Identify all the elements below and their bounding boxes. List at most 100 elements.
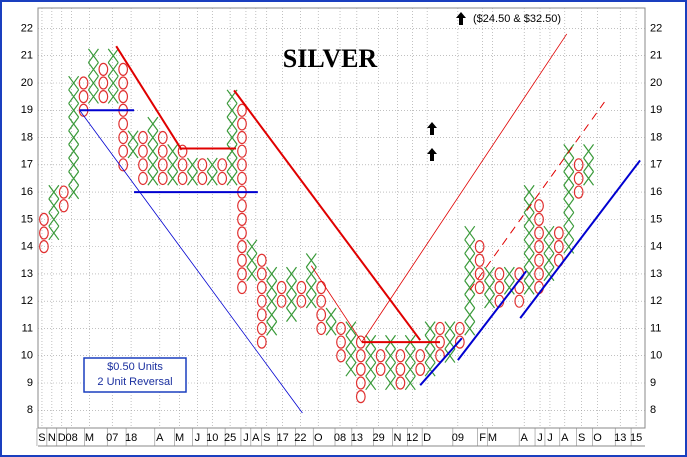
- x-box: [523, 184, 535, 200]
- x-box: [543, 253, 555, 268]
- x-box: [127, 144, 139, 159]
- x-tick-label: O: [314, 432, 323, 444]
- x-box: [68, 184, 80, 200]
- o-box: [157, 171, 168, 186]
- y-tick-label-right: 20: [650, 77, 662, 89]
- x-box: [147, 171, 159, 186]
- o-box: [355, 362, 366, 376]
- pf-column: [58, 185, 69, 213]
- x-box: [464, 307, 476, 322]
- pf-column: [266, 266, 278, 336]
- y-tick-label-right: 14: [650, 241, 662, 253]
- pf-column: [138, 130, 148, 186]
- o-box: [98, 90, 109, 104]
- x-box: [305, 266, 317, 282]
- annotation: ($24.50 & $32.50): [473, 13, 561, 25]
- y-tick-label: 18: [21, 131, 33, 143]
- y-tick-label-right: 21: [650, 50, 662, 62]
- y-tick-label: 10: [21, 350, 33, 362]
- x-tick-label: A: [561, 432, 569, 444]
- y-tick-label: 15: [21, 213, 33, 225]
- y-tick-label-right: 11: [650, 322, 661, 334]
- x-box: [186, 171, 198, 186]
- o-box: [118, 144, 129, 158]
- x-box: [464, 225, 476, 241]
- x-tick-label: 09: [452, 432, 464, 444]
- o-box: [553, 240, 564, 254]
- x-tick-label: 18: [125, 432, 137, 444]
- x-box: [345, 321, 357, 336]
- y-tick-label: 9: [27, 377, 33, 389]
- x-box: [87, 48, 99, 63]
- o-box: [534, 253, 544, 267]
- pf-column: [68, 75, 80, 200]
- x-box: [464, 280, 476, 295]
- x-box: [523, 198, 535, 213]
- x-tick-label: N: [393, 432, 401, 444]
- x-box: [246, 253, 258, 268]
- x-box: [48, 212, 60, 227]
- y-tick-label: 8: [27, 404, 33, 416]
- x-box: [444, 348, 456, 363]
- pf-column: [157, 130, 168, 186]
- x-box: [563, 198, 575, 213]
- arrow-icon: [456, 12, 466, 25]
- x-box: [365, 348, 377, 363]
- x-box: [325, 321, 337, 336]
- pf-column: [107, 48, 119, 104]
- o-box: [296, 294, 307, 308]
- x-box: [503, 280, 515, 295]
- trend-line: [469, 101, 605, 291]
- x-box: [345, 334, 357, 350]
- x-box: [147, 157, 159, 172]
- x-tick-label: S: [578, 432, 585, 444]
- trend-line: [233, 89, 422, 341]
- o-box: [138, 158, 148, 172]
- o-box: [118, 117, 129, 131]
- x-box: [48, 198, 60, 213]
- o-box: [454, 335, 465, 349]
- y-tick-label-right: 18: [650, 131, 662, 143]
- x-box: [226, 103, 238, 118]
- o-box: [177, 171, 188, 186]
- x-tick-label: 12: [406, 432, 418, 444]
- pf-column: [286, 266, 297, 322]
- o-box: [494, 280, 505, 295]
- x-tick-label: 10: [206, 432, 218, 444]
- x-box: [444, 321, 456, 336]
- o-box: [454, 321, 465, 336]
- y-tick-label-right: 17: [650, 159, 662, 171]
- x-box: [543, 239, 555, 254]
- x-box: [286, 266, 297, 282]
- x-box: [226, 171, 238, 186]
- trend-line: [115, 45, 183, 151]
- x-box: [484, 280, 496, 295]
- o-box: [435, 321, 445, 336]
- pf-column: [415, 349, 426, 376]
- o-box: [197, 171, 208, 186]
- x-box: [107, 75, 119, 91]
- x-box: [365, 362, 377, 377]
- x-box: [68, 116, 80, 132]
- o-box: [138, 144, 148, 158]
- o-box: [573, 171, 584, 186]
- pf-column: [325, 307, 337, 336]
- x-box: [464, 294, 476, 309]
- o-box: [553, 226, 564, 240]
- x-box: [385, 348, 396, 363]
- x-tick-label: 08: [66, 432, 78, 444]
- o-box: [118, 130, 129, 145]
- x-box: [87, 75, 99, 91]
- x-box: [464, 253, 476, 268]
- o-box: [39, 226, 49, 240]
- x-box: [107, 62, 119, 77]
- x-box: [147, 130, 159, 145]
- pf-column: [474, 240, 485, 295]
- x-box: [226, 130, 238, 145]
- x-tick-label: J: [195, 432, 201, 444]
- x-box: [464, 239, 476, 254]
- x-box: [523, 266, 535, 282]
- x-tick-label: A: [521, 432, 529, 444]
- x-box: [68, 75, 80, 91]
- o-box: [138, 130, 148, 145]
